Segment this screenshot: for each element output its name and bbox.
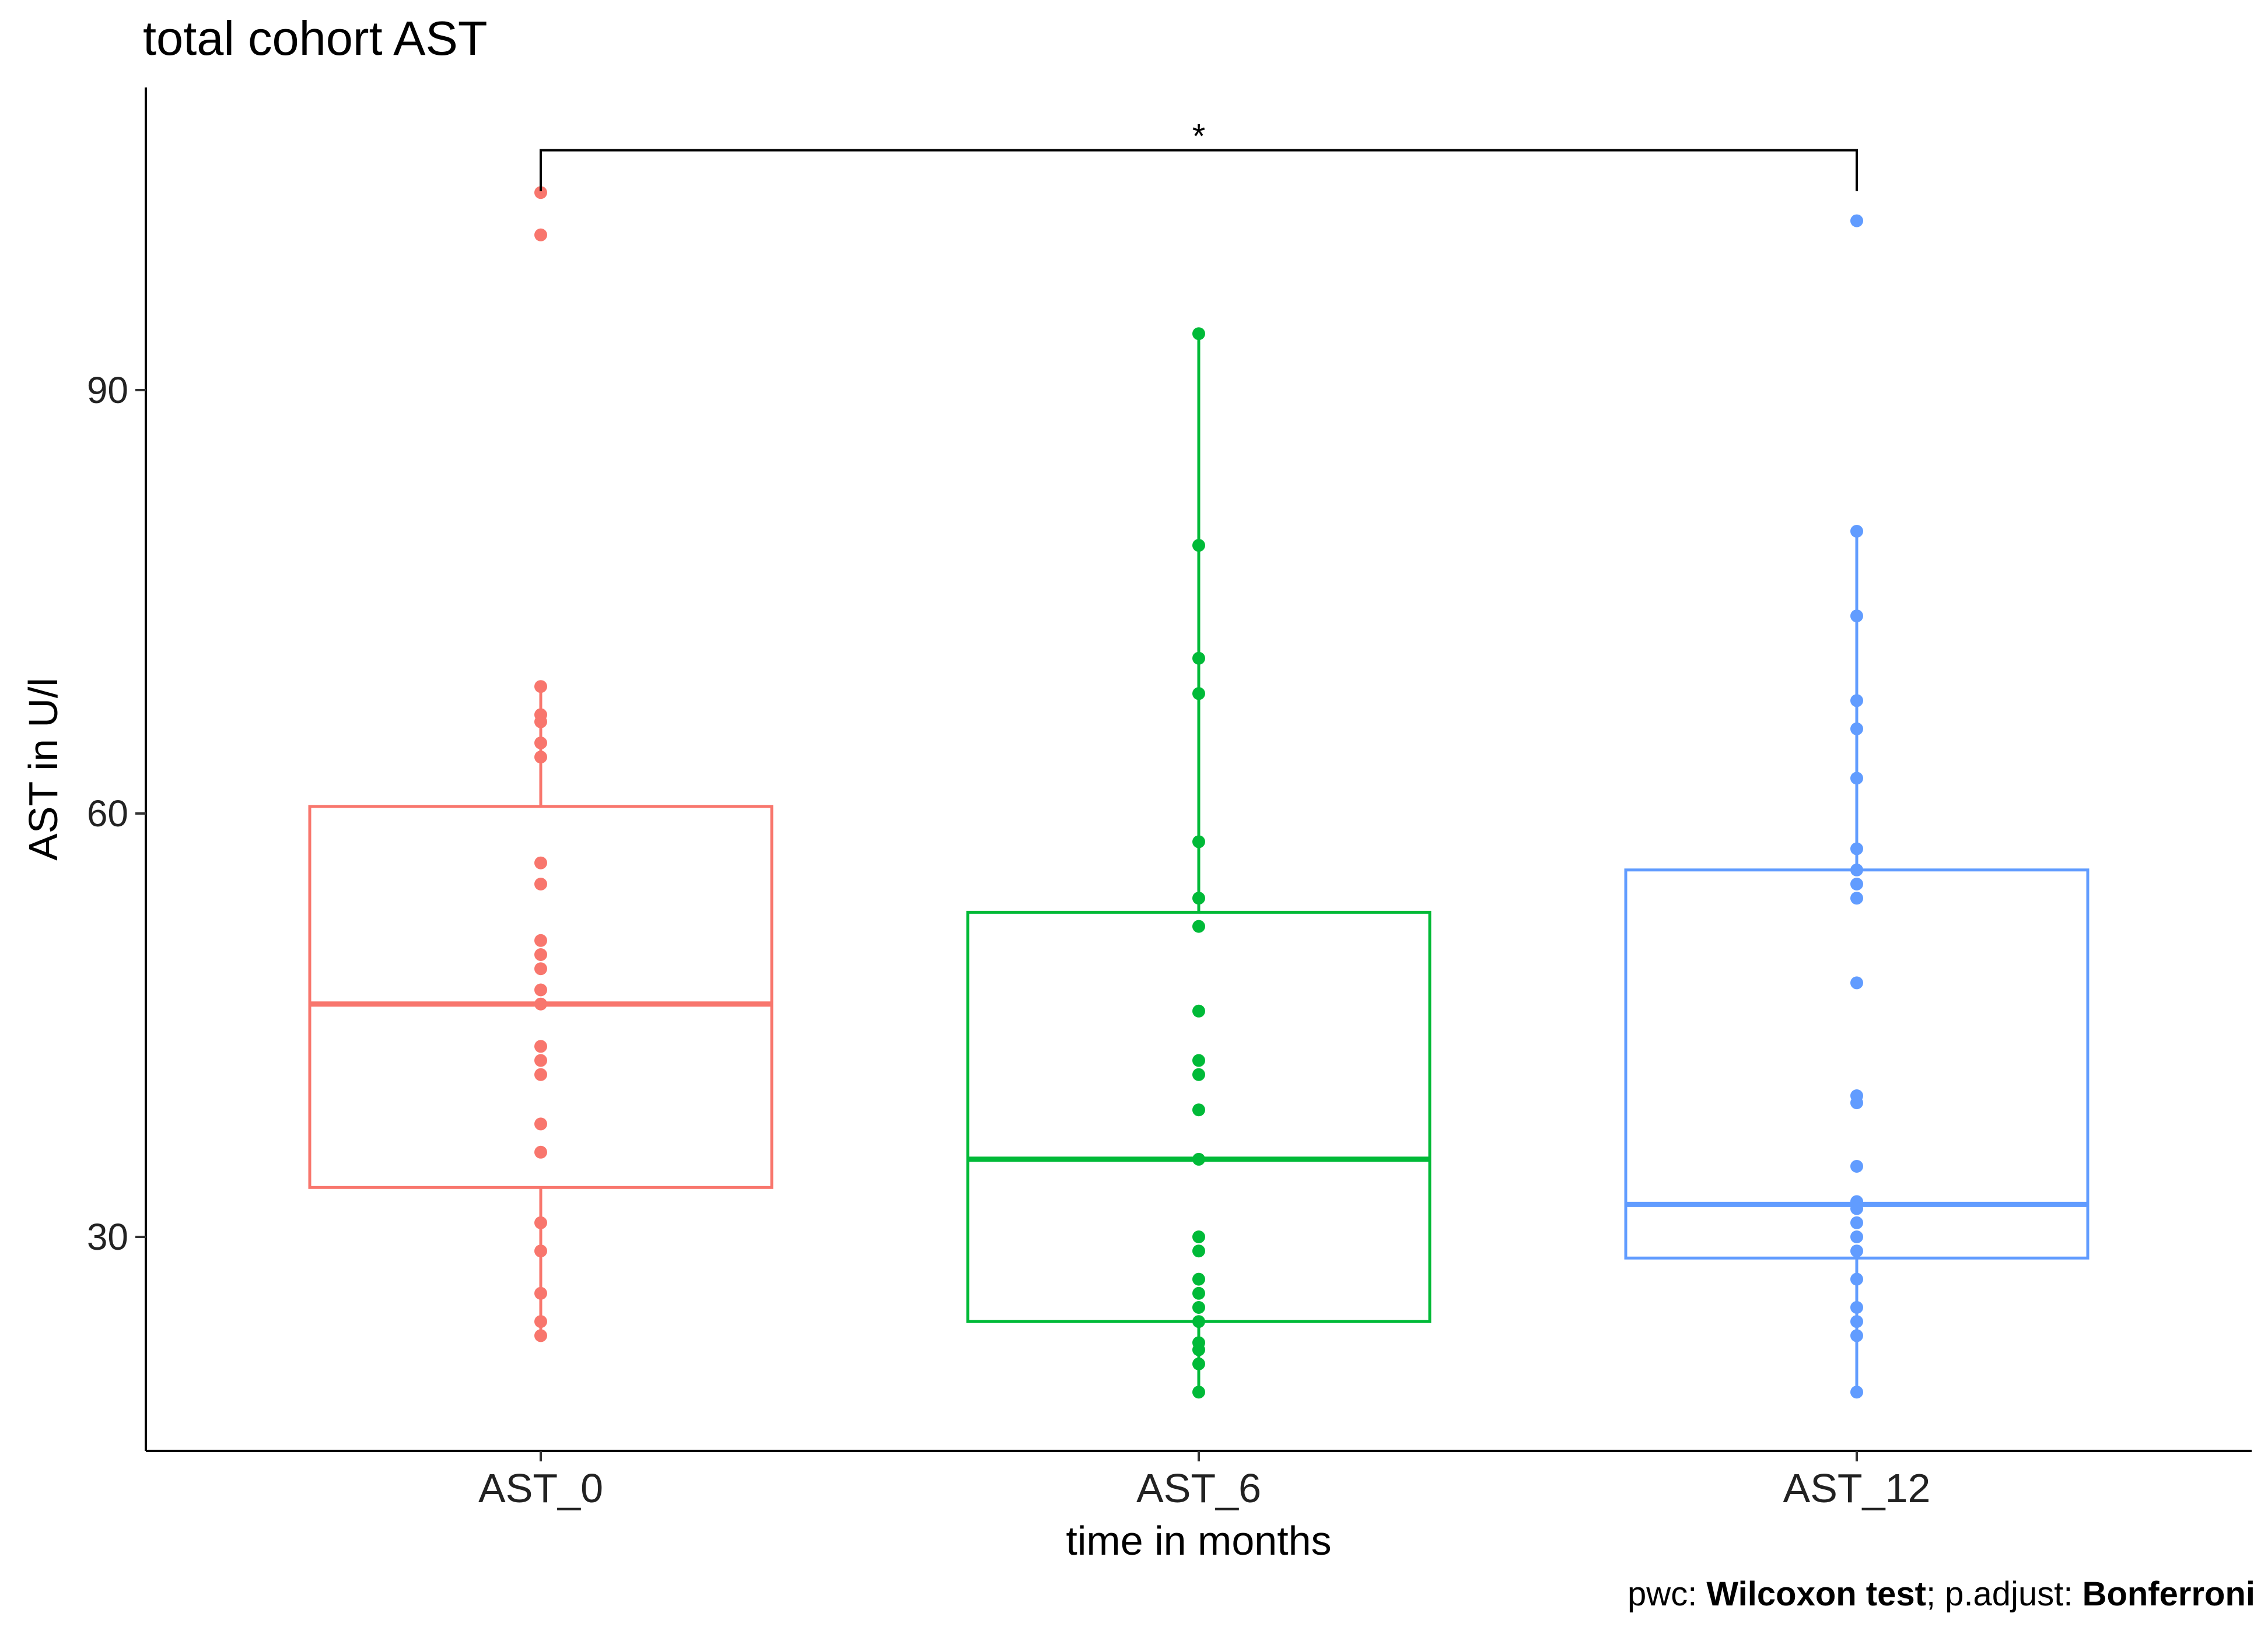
data-point: [534, 1216, 547, 1229]
caption-pwc-method: Wilcoxon test: [1706, 1575, 1926, 1613]
data-point: [1850, 525, 1863, 538]
data-point: [1192, 1315, 1205, 1328]
data-point: [1192, 539, 1205, 552]
x-tick-label: AST_12: [1783, 1465, 1931, 1511]
data-point: [1850, 878, 1863, 890]
y-tick-label: 30: [87, 1216, 128, 1258]
box-group-AST_6: [966, 327, 1432, 1399]
significance-label: *: [1192, 118, 1206, 156]
axis-labels: time in months AST in U/l: [20, 678, 1332, 1563]
data-point: [1192, 1103, 1205, 1117]
data-point: [1192, 1301, 1205, 1314]
data-point: [534, 1315, 547, 1328]
data-point: [534, 983, 547, 997]
data-point: [1850, 892, 1863, 905]
data-point: [1850, 1216, 1863, 1229]
data-point: [1192, 835, 1205, 848]
chart-title: total cohort AST: [143, 11, 488, 65]
data-point: [1192, 1068, 1205, 1081]
significance-bracket: [540, 149, 1858, 191]
data-point: [1192, 1152, 1205, 1166]
data-point: [1850, 1272, 1863, 1286]
data-point: [1192, 1386, 1205, 1399]
data-point: [1850, 1244, 1863, 1258]
data-point: [1850, 1160, 1863, 1173]
data-point: [534, 1117, 547, 1131]
data-point: [1850, 1096, 1863, 1110]
data-point: [1192, 1244, 1205, 1258]
data-point: [534, 997, 547, 1011]
data-point: [1850, 1386, 1863, 1399]
data-point: [534, 751, 547, 764]
y-tick-label: 60: [87, 793, 128, 834]
chart-marks: [308, 186, 2090, 1399]
data-point: [1850, 722, 1863, 735]
data-point: [534, 737, 547, 749]
data-point: [534, 680, 547, 693]
data-point: [1192, 1343, 1205, 1356]
comparison-annotation: *: [540, 118, 1858, 191]
test-caption: pwc: Wilcoxon test; p.adjust: Bonferroni: [1628, 1575, 2255, 1614]
data-point: [1850, 1315, 1863, 1328]
data-point: [1850, 214, 1863, 227]
data-point: [1192, 1357, 1205, 1370]
data-point: [1192, 1272, 1205, 1286]
data-point: [1192, 651, 1205, 665]
data-point: [534, 934, 547, 947]
data-point: [1192, 327, 1205, 341]
data-point: [1192, 687, 1205, 700]
data-point: [1192, 1230, 1205, 1243]
data-point: [1850, 609, 1863, 623]
axes: 30 60 90 AST_0 AST_6 AST_12: [87, 87, 2252, 1511]
x-tick-label: AST_0: [478, 1465, 603, 1511]
data-point: [1850, 772, 1863, 785]
data-point: [1850, 1230, 1863, 1243]
data-point: [1850, 1202, 1863, 1215]
y-axis-title: AST in U/l: [20, 678, 66, 861]
data-point: [534, 878, 547, 890]
x-axis-title: time in months: [1066, 1518, 1331, 1563]
caption-adjust-method: Bonferroni: [2082, 1575, 2255, 1613]
data-point: [534, 962, 547, 976]
data-point: [534, 1040, 547, 1053]
box-group-AST_0: [308, 186, 774, 1342]
data-point: [534, 856, 547, 869]
caption-pwc-prefix: pwc:: [1628, 1575, 1707, 1613]
box: [966, 910, 1432, 1323]
x-tick-label: AST_6: [1136, 1465, 1261, 1511]
data-point: [1192, 920, 1205, 933]
data-point: [1192, 1004, 1205, 1018]
data-point: [1850, 842, 1863, 855]
data-point: [534, 948, 547, 961]
data-point: [534, 186, 547, 199]
data-point: [534, 1068, 547, 1081]
data-point: [534, 1286, 547, 1300]
y-tick-label: 90: [87, 369, 128, 411]
data-point: [1192, 1286, 1205, 1300]
data-point: [534, 715, 547, 728]
data-point: [1850, 863, 1863, 876]
data-point: [1850, 976, 1863, 990]
data-point: [1850, 1329, 1863, 1342]
data-point: [1192, 1054, 1205, 1067]
box: [308, 805, 774, 1189]
caption-adjust-prefix: ; p.adjust:: [1926, 1575, 2082, 1613]
data-point: [1850, 1301, 1863, 1314]
data-point: [534, 1054, 547, 1067]
data-point: [534, 1329, 547, 1342]
data-point: [534, 228, 547, 241]
data-point: [1192, 892, 1205, 905]
data-point: [1850, 694, 1863, 707]
box-group-AST_12: [1624, 214, 2090, 1399]
data-point: [534, 1244, 547, 1258]
data-point: [534, 1145, 547, 1159]
